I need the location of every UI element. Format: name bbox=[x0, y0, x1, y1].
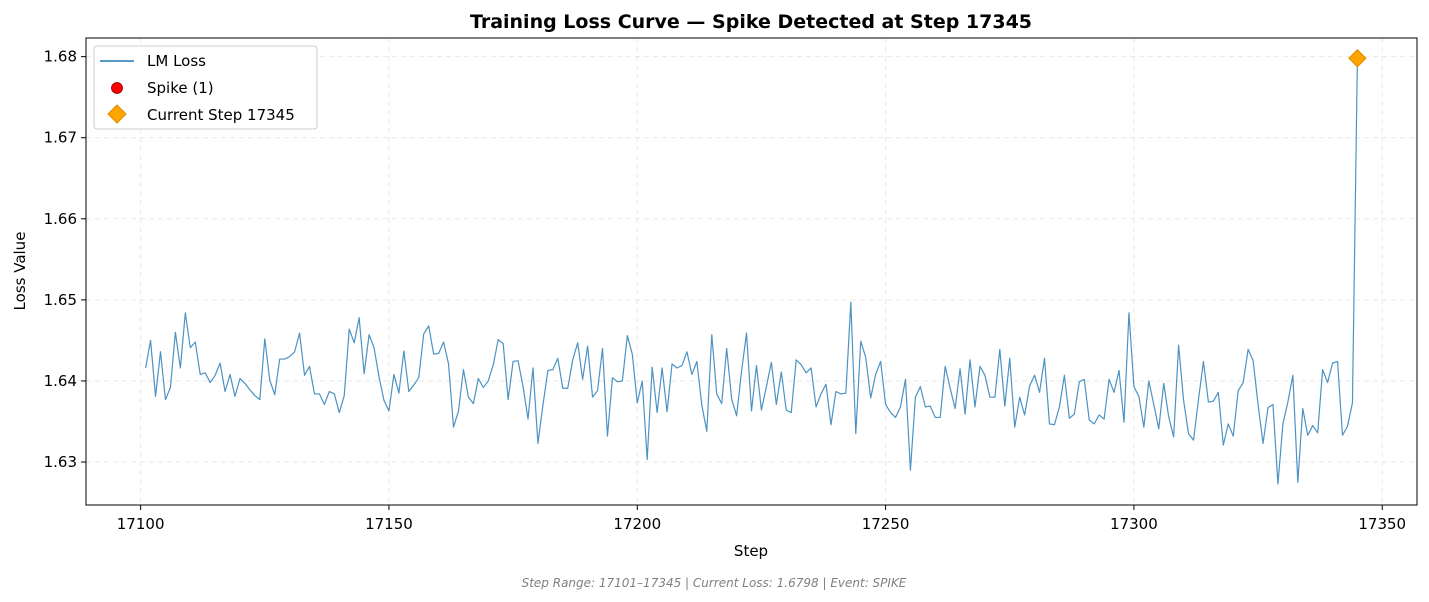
lm-loss-line bbox=[145, 58, 1358, 485]
legend-box bbox=[93, 45, 318, 130]
footer-summary: Step Range: 17101–17345 | Current Loss: … bbox=[522, 576, 907, 590]
legend-lm-loss-label: LM Loss bbox=[147, 52, 206, 70]
y-tick-label: 1.68 bbox=[44, 48, 77, 66]
y-tick-label: 1.63 bbox=[44, 453, 77, 471]
axis-ticks: 17100 17150 17200 17250 17300 17350 1.63 1.64 1.… bbox=[44, 48, 1407, 533]
plot-area bbox=[145, 49, 1367, 485]
y-tick-label: 1.67 bbox=[44, 129, 77, 147]
legend-spike-swatch bbox=[111, 82, 123, 94]
x-tick-label: 17150 bbox=[365, 515, 413, 533]
y-axis-label: Loss Value bbox=[11, 232, 29, 311]
x-tick-label: 17350 bbox=[1358, 515, 1406, 533]
x-tick-label: 17100 bbox=[117, 515, 165, 533]
legend-spike-label: Spike (1) bbox=[147, 79, 214, 97]
x-axis-label: Step bbox=[734, 542, 768, 560]
legend-current-step-label: Current Step 17345 bbox=[147, 106, 295, 124]
legend: LM Loss Spike (1) Current Step 17345 bbox=[93, 45, 318, 130]
chart-title: Training Loss Curve — Spike Detected at … bbox=[470, 11, 1032, 33]
grid-lines bbox=[86, 38, 1417, 505]
y-tick-label: 1.66 bbox=[44, 210, 77, 228]
y-tick-label: 1.64 bbox=[44, 372, 77, 390]
x-tick-label: 17300 bbox=[1110, 515, 1158, 533]
current-step-marker bbox=[1348, 49, 1367, 68]
x-tick-label: 17200 bbox=[613, 515, 661, 533]
plot-frame bbox=[85, 37, 1418, 506]
y-tick-label: 1.65 bbox=[44, 291, 77, 309]
x-tick-label: 17250 bbox=[862, 515, 910, 533]
legend-current-step-swatch bbox=[107, 104, 127, 124]
